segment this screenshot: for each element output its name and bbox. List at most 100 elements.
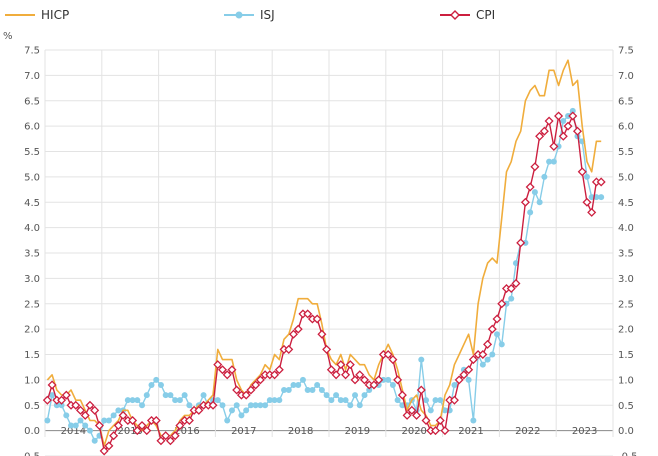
y-tick-right: 7.0 — [618, 71, 634, 82]
cpi-point — [487, 324, 497, 334]
cpi-point — [104, 441, 114, 451]
cpi-point — [109, 431, 119, 441]
y-tick-left: 3.5 — [24, 249, 40, 260]
cpi-point — [165, 436, 175, 446]
isj-point — [101, 417, 108, 424]
isj-point — [333, 392, 340, 399]
y-tick-right: 0.5 — [618, 401, 634, 412]
isj-point — [176, 397, 183, 404]
isj-point — [295, 381, 302, 388]
isj-point — [58, 402, 65, 409]
cpi-point — [520, 197, 530, 207]
isj-point — [394, 397, 401, 404]
cpi-point — [596, 177, 606, 187]
cpi-point — [525, 182, 535, 192]
isj-point — [143, 392, 150, 399]
y-tick-left: -0.5 — [20, 452, 40, 456]
cpi-point — [128, 415, 138, 425]
isj-point — [86, 427, 93, 434]
cpi-point — [483, 339, 493, 349]
isj-point — [427, 407, 434, 414]
cpi-point — [251, 380, 261, 390]
series-line-isj — [46, 110, 602, 442]
isj-point — [172, 397, 179, 404]
cpi-point — [312, 314, 322, 324]
cpi-point — [563, 121, 573, 131]
legend-marker — [450, 10, 460, 20]
isj-point — [555, 143, 562, 150]
y-tick-right: 1.5 — [618, 350, 634, 361]
cpi-point — [341, 370, 351, 380]
isj-point — [423, 397, 430, 404]
cpi-point — [57, 395, 67, 405]
isj-point — [546, 158, 553, 165]
isj-point — [361, 392, 368, 399]
cpi-point — [288, 329, 299, 339]
y-tick-right: 2.0 — [618, 325, 634, 336]
isj-point — [238, 412, 245, 419]
cpi-point — [369, 380, 379, 390]
cpi-point — [232, 385, 242, 395]
isj-point — [233, 402, 240, 409]
y-tick-right: 3.0 — [618, 274, 634, 285]
isj-point — [157, 381, 164, 388]
isj-point — [281, 387, 288, 394]
isj-point — [134, 397, 141, 404]
legend-item-isj[interactable]: ISJ — [224, 8, 275, 22]
y-tick-right: 6.0 — [618, 122, 634, 133]
isj-point — [252, 402, 259, 409]
cpi-point — [175, 421, 185, 431]
cpi-point — [345, 360, 355, 370]
isj-point — [44, 417, 51, 424]
isj-point — [200, 392, 207, 399]
cpi-point — [217, 365, 228, 375]
cpi-point — [246, 385, 256, 395]
isj-point — [342, 397, 349, 404]
y-tick-right: 6.5 — [618, 96, 634, 107]
y-tick-left: 0.0 — [24, 426, 40, 437]
legend-item-hicp[interactable]: HICP — [5, 8, 69, 22]
isj-point — [366, 387, 373, 394]
legend-label: HICP — [41, 8, 69, 22]
cpi-point — [549, 141, 559, 151]
cpi-point — [222, 370, 232, 380]
isj-point — [560, 118, 567, 125]
cpi-point — [75, 405, 86, 415]
isj-point — [536, 199, 543, 206]
isj-point — [470, 417, 477, 424]
isj-point — [318, 387, 325, 394]
isj-point — [153, 376, 160, 383]
cpi-point — [421, 415, 431, 425]
series-isj — [44, 107, 605, 444]
y-tick-left: 4.0 — [24, 223, 40, 234]
cpi-point — [317, 329, 327, 339]
isj-point — [139, 402, 146, 409]
x-tick-year: 2020 — [401, 426, 426, 437]
isj-point — [375, 381, 382, 388]
cpi-point — [359, 375, 370, 385]
legend-item-cpi[interactable]: CPI — [440, 8, 495, 22]
isj-point — [323, 392, 330, 399]
isj-point — [385, 376, 392, 383]
cpi-point — [161, 431, 171, 441]
isj-point — [181, 392, 188, 399]
isj-point — [527, 209, 534, 216]
cpi-point — [99, 446, 109, 456]
y-tick-left: 1.0 — [24, 375, 40, 386]
cpi-point — [440, 426, 450, 436]
isj-point — [418, 356, 425, 363]
cpi-point — [61, 390, 71, 400]
y-axis-unit: % — [3, 31, 13, 42]
y-tick-left: 5.0 — [24, 172, 40, 183]
isj-point — [224, 417, 231, 424]
y-tick-left: 0.5 — [24, 401, 40, 412]
cpi-point — [544, 116, 554, 126]
x-axis: 2014 2015 2016 2017 2018 2019 2020 2021 2022 2023 — [61, 426, 598, 437]
series-lines — [42, 59, 606, 456]
cpi-point — [412, 410, 422, 420]
cpi-point — [241, 390, 251, 400]
cpi-point — [42, 395, 52, 405]
isj-point — [91, 437, 98, 444]
isj-point — [347, 402, 354, 409]
cpi-point — [374, 375, 384, 385]
